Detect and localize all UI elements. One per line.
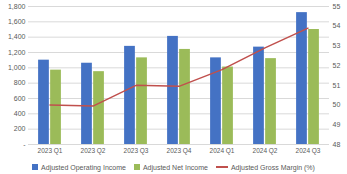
- svg-text:51: 51: [333, 82, 341, 89]
- svg-text:1,000: 1,000: [8, 64, 26, 71]
- svg-text:2023 Q3: 2023 Q3: [124, 147, 149, 155]
- svg-text:2023 Q2: 2023 Q2: [81, 147, 106, 155]
- svg-text:53: 53: [333, 42, 341, 49]
- svg-text:400: 400: [14, 110, 26, 117]
- svg-text:1,600: 1,600: [8, 18, 26, 25]
- svg-text:50: 50: [333, 101, 341, 108]
- html-text:Adjusted Net Income: Adjusted Net Income: [142, 163, 208, 171]
- svg-text:600: 600: [14, 95, 26, 102]
- svg-text:52: 52: [333, 62, 341, 69]
- svg-text:55: 55: [333, 3, 341, 10]
- svg-text:2024 Q2: 2024 Q2: [253, 147, 278, 155]
- svg-text:1,800: 1,800: [8, 3, 26, 10]
- html-text:Adjusted Operating Income: Adjusted Operating Income: [41, 163, 126, 171]
- svg-text:200: 200: [14, 125, 26, 132]
- html-text:Adjusted Gross Margin (%): Adjusted Gross Margin (%): [230, 163, 315, 171]
- svg-text:2024 Q3: 2024 Q3: [296, 147, 321, 155]
- svg-text:800: 800: [14, 79, 26, 86]
- svg-text:2023 Q1: 2023 Q1: [38, 147, 63, 155]
- svg-text:2023 Q4: 2023 Q4: [167, 147, 192, 155]
- svg-text:49: 49: [333, 121, 341, 128]
- svg-text:54: 54: [333, 22, 341, 29]
- svg-text:48: 48: [333, 141, 341, 148]
- svg-text:1,400: 1,400: [8, 33, 26, 40]
- svg-text:2024 Q1: 2024 Q1: [210, 147, 235, 155]
- svg-text:-: -: [23, 141, 26, 148]
- svg-text:1,200: 1,200: [8, 49, 26, 56]
